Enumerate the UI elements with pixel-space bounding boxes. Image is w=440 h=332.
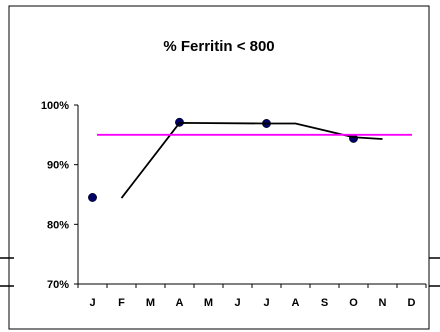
x-tick-label: A xyxy=(292,297,300,309)
x-tick-label: J xyxy=(89,297,95,309)
y-tick-label: 80% xyxy=(47,219,69,231)
data-point xyxy=(88,193,97,202)
x-tick-label: D xyxy=(408,297,416,309)
plot-area: 70% 80% 90% 100% J F M A M J J A S O N D xyxy=(41,100,427,309)
x-tick-label: A xyxy=(176,297,184,309)
x-tick-label: J xyxy=(234,297,240,309)
chart-title: % Ferritin < 800 xyxy=(163,38,274,55)
x-tick-label: M xyxy=(146,297,155,309)
chart-frame xyxy=(8,5,430,330)
x-tick-label: J xyxy=(263,297,269,309)
x-tick-label: O xyxy=(349,297,358,309)
y-tick-label: 90% xyxy=(47,160,69,172)
x-tick-label: S xyxy=(321,297,328,309)
x-tick-label: M xyxy=(204,297,213,309)
y-tick-label: 100% xyxy=(41,100,69,112)
x-tick-label: F xyxy=(118,297,125,309)
y-tick-label: 70% xyxy=(47,279,69,291)
x-tick-label: N xyxy=(379,297,387,309)
